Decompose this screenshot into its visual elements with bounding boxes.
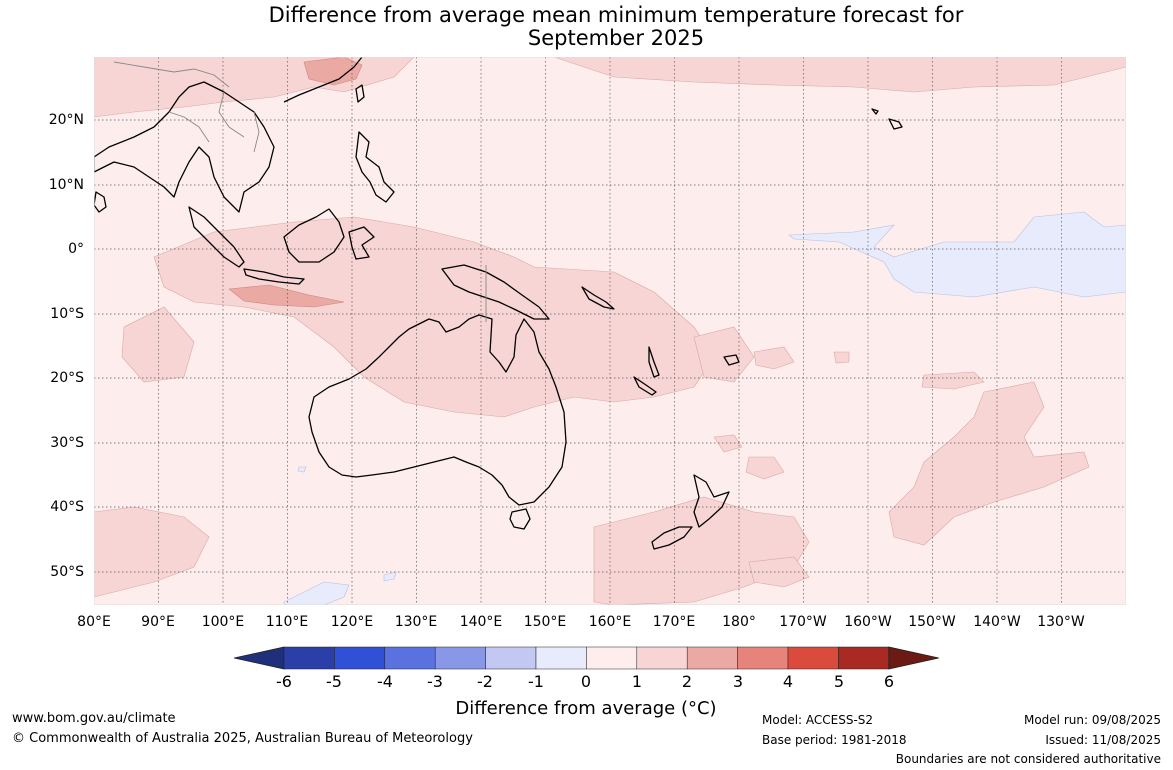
colorbar-segment bbox=[686, 646, 738, 670]
country-borders bbox=[113, 61, 487, 322]
footer-base-period: Base period: 1981-2018 bbox=[762, 733, 907, 747]
colorbar-tick-label: -3 bbox=[427, 672, 443, 691]
lon-tick-label: 170°E bbox=[652, 614, 696, 630]
colorbar-segment bbox=[787, 646, 839, 670]
lat-tick-label: 10°N bbox=[48, 177, 84, 193]
colorbar-segment bbox=[384, 646, 436, 670]
lon-tick-label: 130°W bbox=[1037, 614, 1085, 630]
lon-tick-label: 150°E bbox=[523, 614, 567, 630]
colorbar-segment bbox=[283, 646, 335, 670]
lat-tick-label: 0° bbox=[68, 241, 84, 257]
fiji-coastline bbox=[723, 354, 740, 366]
lon-tick-label: 100°E bbox=[201, 614, 245, 630]
colorbar-segment bbox=[636, 646, 688, 670]
map-title: Difference from average mean minimum tem… bbox=[0, 4, 1173, 50]
colorbar-tick-label: 2 bbox=[681, 672, 693, 691]
colorbar-segments bbox=[234, 646, 939, 670]
hawaii-coastline bbox=[871, 108, 903, 130]
colorbar-tick-label: 0 bbox=[580, 672, 592, 691]
lat-tick-label: 20°N bbox=[48, 112, 84, 128]
new-caledonia-coastline bbox=[633, 376, 657, 396]
lon-tick-label: 140°W bbox=[973, 614, 1021, 630]
lat-tick-label: 50°S bbox=[50, 564, 84, 580]
footer-model: Model: ACCESS-S2 bbox=[762, 713, 874, 727]
lat-tick-label: 40°S bbox=[50, 499, 84, 515]
colorbar-tick-label: 1 bbox=[631, 672, 643, 691]
anomaly-below-average-regions bbox=[283, 211, 1126, 605]
new-guinea-coastline bbox=[441, 264, 550, 320]
colorbar-segment bbox=[434, 646, 486, 670]
map-title-line2: September 2025 bbox=[527, 26, 705, 50]
colorbar-extend-low bbox=[234, 646, 285, 670]
colorbar-tick-label: 4 bbox=[782, 672, 794, 691]
asia-mainland-coastline bbox=[94, 81, 275, 213]
colorbar-tick-label: -2 bbox=[477, 672, 493, 691]
footer-model-run: Model run: 09/08/2025 bbox=[1023, 713, 1161, 727]
australia-coastline bbox=[308, 314, 567, 506]
lon-tick-label: 120°E bbox=[330, 614, 374, 630]
footer-website: www.bom.gov.au/climate bbox=[12, 711, 176, 726]
footer-issued: Issued: 11/08/2025 bbox=[1045, 733, 1161, 747]
graticule bbox=[94, 57, 1126, 605]
anomaly-2-3-regions bbox=[228, 57, 363, 308]
borneo-coastline bbox=[283, 208, 345, 263]
lon-tick-label: 160°W bbox=[844, 614, 892, 630]
colorbar-tick-label: 3 bbox=[732, 672, 744, 691]
lon-tick-label: 110°E bbox=[265, 614, 309, 630]
lon-tick-label: 140°E bbox=[459, 614, 503, 630]
java-coastline bbox=[243, 268, 305, 285]
footer-copyright: © Commonwealth of Australia 2025, Austra… bbox=[12, 731, 473, 746]
china-coastline bbox=[283, 57, 363, 103]
colorbar-tick-label: -5 bbox=[326, 672, 342, 691]
forecast-map bbox=[94, 57, 1126, 605]
lat-tick-label: 30°S bbox=[50, 435, 84, 451]
new-zealand-south-coastline bbox=[651, 526, 693, 550]
lon-tick-label: 170°W bbox=[779, 614, 827, 630]
colorbar bbox=[234, 646, 939, 670]
colorbar-segment bbox=[485, 646, 537, 670]
forecast-map-canvas bbox=[94, 57, 1126, 605]
colorbar-segment bbox=[586, 646, 638, 670]
colorbar-segment bbox=[737, 646, 789, 670]
sumatra-coastline bbox=[188, 206, 245, 268]
lon-tick-label: 130°E bbox=[394, 614, 438, 630]
sulawesi-coastline bbox=[348, 226, 375, 260]
lon-tick-label: 80°E bbox=[77, 614, 111, 630]
colorbar-title: Difference from average (°C) bbox=[455, 698, 717, 719]
vanuatu-coastline bbox=[648, 346, 660, 378]
lon-tick-label: 150°W bbox=[908, 614, 956, 630]
colorbar-segment bbox=[838, 646, 890, 670]
solomon-islands-coastline bbox=[581, 286, 615, 310]
lon-tick-label: 180° bbox=[722, 614, 756, 630]
lat-tick-label: 10°S bbox=[50, 306, 84, 322]
colorbar-extend-high bbox=[888, 646, 939, 670]
new-zealand-north-coastline bbox=[693, 474, 730, 528]
colorbar-tick-label: -1 bbox=[528, 672, 544, 691]
map-title-line1: Difference from average mean minimum tem… bbox=[268, 3, 964, 27]
colorbar-tick-label: 6 bbox=[883, 672, 895, 691]
colorbar-segment bbox=[334, 646, 386, 670]
footer-disclaimer: Boundaries are not considered authoritat… bbox=[895, 752, 1161, 766]
colorbar-tick-label: 5 bbox=[833, 672, 845, 691]
coastlines bbox=[94, 57, 903, 550]
tasmania-coastline bbox=[509, 508, 531, 530]
colorbar-segment bbox=[535, 646, 587, 670]
colorbar-tick-label: -6 bbox=[276, 672, 292, 691]
lon-tick-label: 90°E bbox=[141, 614, 175, 630]
taiwan-coastline bbox=[355, 84, 365, 103]
lon-tick-label: 160°E bbox=[588, 614, 632, 630]
anomaly-1-2-regions bbox=[94, 57, 1126, 605]
colorbar-tick-label: -4 bbox=[377, 672, 393, 691]
lat-tick-label: 20°S bbox=[50, 370, 84, 386]
philippines-coastline bbox=[355, 131, 395, 203]
